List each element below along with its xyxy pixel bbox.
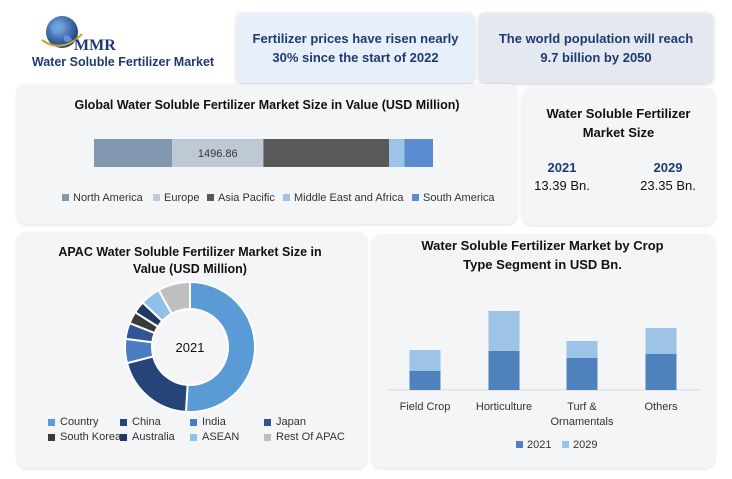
donut-center-label: 2021 xyxy=(176,340,205,355)
apac-panel xyxy=(17,232,367,468)
column-others-2029 xyxy=(645,328,677,354)
market-size-year-2021: 2021 xyxy=(547,160,577,175)
svg-text:South America: South America xyxy=(423,192,495,204)
global-stacked-bar-chart: 1496.86 North America Europe Asia Pacific Mi… xyxy=(62,139,495,204)
x-tick-label-others: Others xyxy=(644,401,678,413)
legend-swatch xyxy=(264,418,271,426)
apac-donut-chart: 2021 xyxy=(124,280,256,413)
market-size-value-2029: 23.35 Bn. xyxy=(640,178,696,193)
legend-item-2029: 2029 xyxy=(562,439,597,451)
legend-item-japan: Japan xyxy=(264,416,306,428)
legend-item-china: China xyxy=(120,416,161,428)
market-size-year-2029: 2029 xyxy=(653,160,683,175)
legend-item-asean: ASEAN xyxy=(190,431,239,443)
column-field-crop-2021 xyxy=(409,371,441,390)
global-chart-title: Global Water Soluble Fertilizer Market S… xyxy=(74,98,460,112)
legend-item-middle-east-and-africa: Middle East and Africa xyxy=(283,192,404,204)
globe-logo-icon: MMR xyxy=(41,16,116,54)
legend-swatch xyxy=(190,433,197,441)
svg-text:Asia Pacific: Asia Pacific xyxy=(218,192,275,204)
callout-world-population: The world population will reach 9.7 bill… xyxy=(479,13,713,83)
legend-item-2021: 2021 xyxy=(516,439,551,451)
brand-subtitle: Water Soluble Fertilizer Market xyxy=(31,55,215,69)
svg-text:2029: 2029 xyxy=(573,439,597,451)
column-others-2021 xyxy=(645,354,677,390)
legend-swatch xyxy=(48,418,55,426)
legend-item-australia: Australia xyxy=(120,431,175,443)
logo: MMR xyxy=(38,14,148,54)
data-label-europe: 1496.86 xyxy=(198,148,238,160)
donut-slice-rest-of-apac xyxy=(157,280,191,316)
column-turf-ornamentals-2029 xyxy=(566,341,598,358)
svg-text:North America: North America xyxy=(73,192,144,204)
legend-item-south-america: South America xyxy=(412,192,495,204)
legend-item-india: India xyxy=(190,416,226,428)
legend-item-europe: Europe xyxy=(153,192,199,204)
bar-segment-north-america xyxy=(94,139,173,167)
legend-swatch xyxy=(264,433,271,441)
legend-swatch xyxy=(48,433,55,441)
legend-swatch xyxy=(120,418,127,426)
crop-type-stacked-column-chart: Field Crop Horticulture Turf & Ornamentals O… xyxy=(388,311,700,451)
legend-item-north-america: North America xyxy=(62,192,144,204)
callout-fertilizer-prices: Fertilizer prices have risen nearly 30% … xyxy=(237,13,474,83)
column-field-crop-2029 xyxy=(409,350,441,371)
market-size-value-2021: 13.39 Bn. xyxy=(534,178,590,193)
svg-text:2021: 2021 xyxy=(527,439,551,451)
crop-chart-title: Water Soluble Fertilizer Market by Crop … xyxy=(421,238,664,272)
bar-segment-asia-pacific xyxy=(263,139,390,167)
apac-chart-title: APAC Water Soluble Fertilizer Market Siz… xyxy=(58,245,322,276)
x-tick-label-turf-ornamentals: Turf & xyxy=(567,401,597,413)
legend-swatch xyxy=(120,433,127,441)
svg-text:Europe: Europe xyxy=(164,192,199,204)
column-horticulture-2021 xyxy=(488,351,520,390)
donut-slice-country xyxy=(184,280,256,413)
x-tick-label-turf-ornamentals: Ornamentals xyxy=(551,416,614,428)
bar-segment-south-america xyxy=(404,139,433,167)
market-size-panel xyxy=(522,88,715,225)
donut-slice-china xyxy=(125,355,189,413)
legend-item-asia-pacific: Asia Pacific xyxy=(207,192,275,204)
legend-swatch xyxy=(190,418,197,426)
legend-item-rest-of-apac: Rest Of APAC xyxy=(264,431,345,443)
x-tick-label-horticulture: Horticulture xyxy=(476,401,532,413)
x-tick-label-field-crop: Field Crop xyxy=(400,401,451,413)
column-turf-ornamentals-2021 xyxy=(566,358,598,390)
svg-text:Middle East and Africa: Middle East and Africa xyxy=(294,192,404,204)
logo-text: MMR xyxy=(74,37,116,54)
bar-segment-europe xyxy=(172,139,264,167)
market-size-title: Water Soluble Fertilizer Market Size xyxy=(546,106,691,140)
legend-item-country: Country xyxy=(48,416,99,428)
legend-item-south-korea: South Korea xyxy=(48,431,121,443)
column-horticulture-2029 xyxy=(488,311,520,351)
bar-segment-middle-east-and-africa xyxy=(389,139,405,167)
